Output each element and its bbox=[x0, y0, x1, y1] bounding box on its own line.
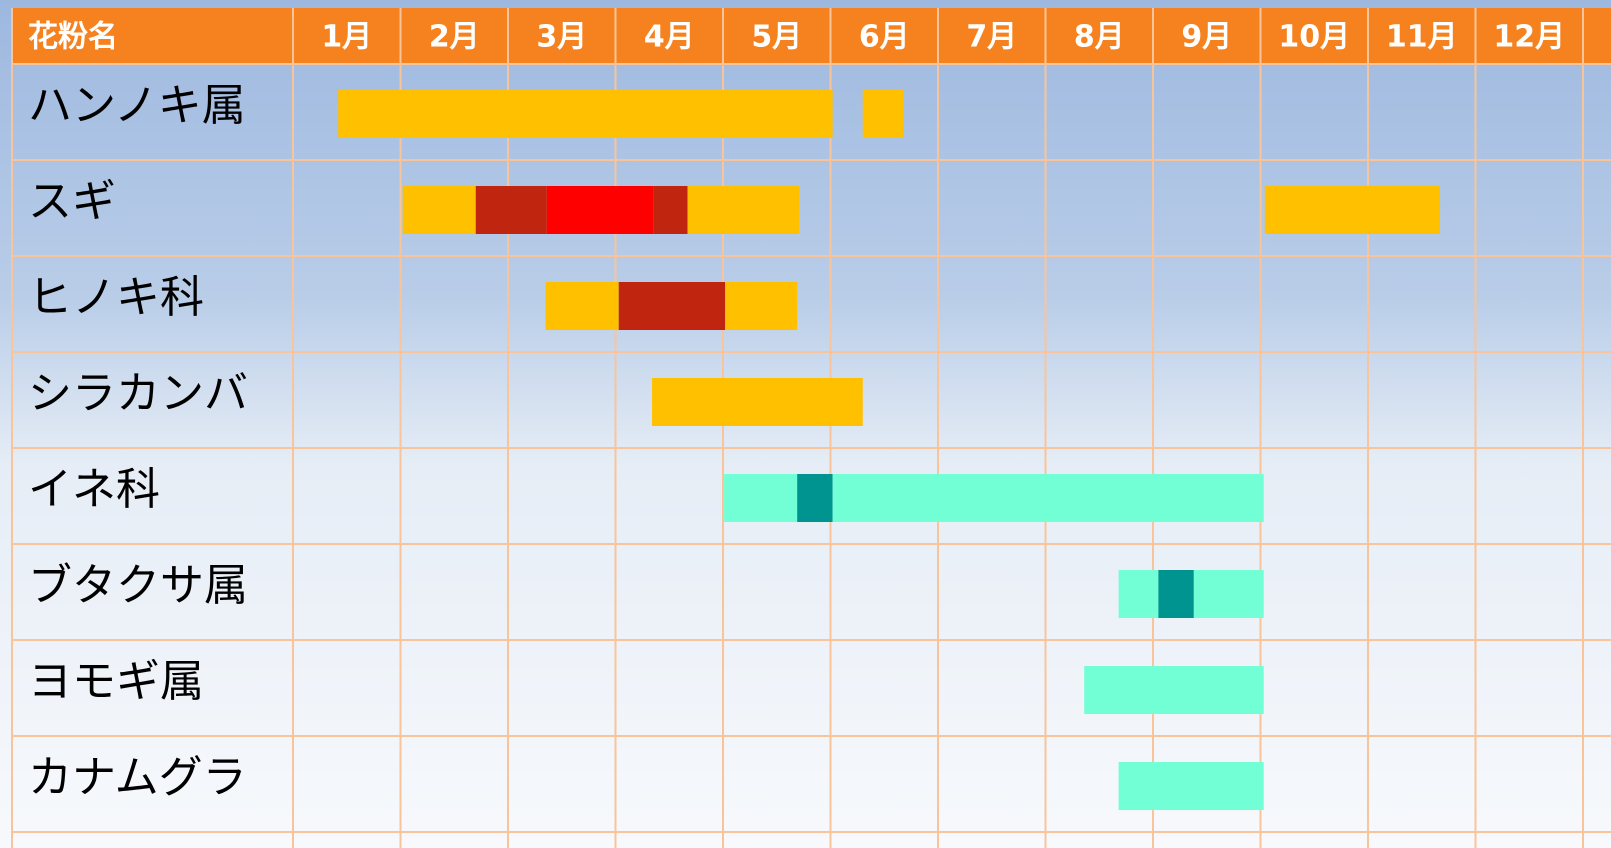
season-bar bbox=[652, 378, 863, 426]
month-label: 6月 bbox=[859, 20, 910, 55]
pollen-name: シラカンバ bbox=[28, 368, 248, 419]
season-bar bbox=[403, 186, 476, 234]
season-bar bbox=[724, 474, 797, 522]
season-bar bbox=[725, 282, 797, 330]
season-bar bbox=[797, 474, 832, 522]
pollen-name: ヨモギ属 bbox=[28, 656, 204, 707]
month-label: 12月 bbox=[1493, 20, 1565, 55]
pollen-name: ハンノキ属 bbox=[28, 80, 246, 131]
month-label: 9月 bbox=[1181, 20, 1232, 55]
month-label: 2月 bbox=[429, 20, 480, 55]
pollen-name: イネ科 bbox=[28, 464, 160, 515]
season-bar bbox=[1119, 570, 1159, 618]
season-bar bbox=[1084, 666, 1264, 714]
month-label: 11月 bbox=[1386, 20, 1458, 55]
pollen-name: ブタクサ属 bbox=[28, 560, 248, 611]
month-label: 1月 bbox=[321, 20, 372, 55]
pollen-name: スギ bbox=[28, 176, 116, 227]
season-bar bbox=[833, 474, 1264, 522]
season-bar bbox=[1194, 570, 1264, 618]
month-label: 5月 bbox=[751, 20, 802, 55]
month-label: 10月 bbox=[1278, 20, 1350, 55]
season-bar bbox=[476, 186, 547, 234]
season-bar bbox=[1119, 762, 1264, 810]
chart: 花粉名 1月 2月 3月 4月 5月 6月 7月 8月 9月 10月 11月 12月ハンノキ属スギヒノ… bbox=[0, 0, 1611, 848]
month-label: 8月 bbox=[1074, 20, 1125, 55]
season-bar bbox=[1265, 186, 1440, 234]
month-label: 7月 bbox=[966, 20, 1017, 55]
season-bar bbox=[653, 186, 687, 234]
season-bar bbox=[547, 186, 653, 234]
header-bar bbox=[12, 8, 1611, 64]
season-bar bbox=[688, 186, 800, 234]
season-bar bbox=[1158, 570, 1193, 618]
pollen-name: カナムグラ bbox=[28, 752, 247, 803]
season-bar bbox=[863, 90, 904, 138]
season-bar bbox=[546, 282, 619, 330]
row-header: 花粉名 bbox=[28, 20, 118, 55]
season-bar bbox=[338, 90, 833, 138]
month-label: 3月 bbox=[536, 20, 587, 55]
season-bar bbox=[619, 282, 725, 330]
month-label: 4月 bbox=[644, 20, 695, 55]
pollen-name: ヒノキ科 bbox=[28, 272, 204, 323]
